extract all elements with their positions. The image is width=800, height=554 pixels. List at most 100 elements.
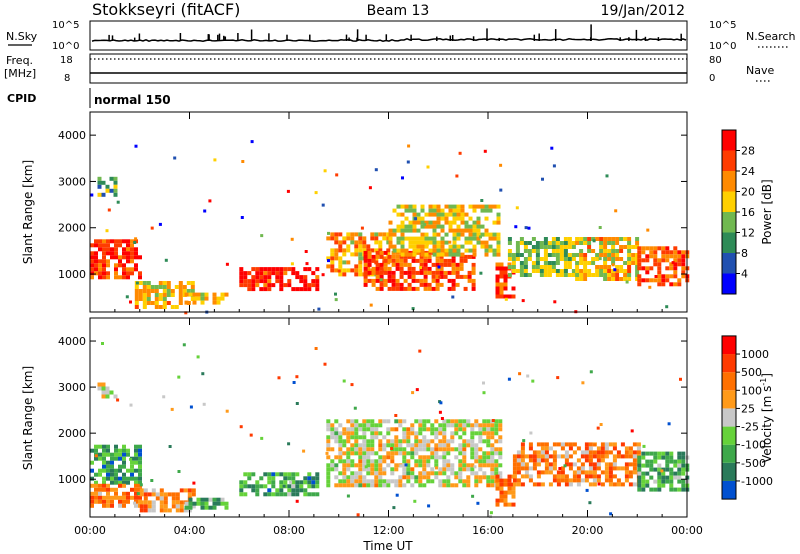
- data-cell: [447, 258, 452, 263]
- data-cell: [378, 455, 383, 460]
- velocity-data-cells: [90, 342, 690, 518]
- data-cell: [496, 232, 501, 237]
- data-cell: [192, 292, 197, 297]
- data-cell: [423, 266, 428, 271]
- data-cell: [334, 435, 339, 440]
- data-cell: [143, 500, 148, 505]
- data-cell: [122, 239, 126, 244]
- freq-left-tick-top: 18: [60, 55, 73, 66]
- data-cell: [113, 188, 118, 193]
- data-cell: [476, 204, 481, 209]
- data-cell: [147, 504, 152, 509]
- data-cell: [472, 252, 477, 257]
- data-cell: [418, 479, 423, 484]
- data-cell: [122, 456, 126, 461]
- data-cell: [523, 273, 528, 277]
- data-cell: [608, 462, 613, 467]
- data-cell: [126, 239, 130, 244]
- data-cell: [657, 266, 662, 271]
- data-cell: [456, 228, 461, 233]
- data-cell: [295, 275, 300, 280]
- data-cell: [350, 240, 355, 245]
- data-cell: [436, 252, 441, 257]
- data-cell: [607, 237, 612, 241]
- data-cell: [255, 283, 260, 288]
- data-cell: [454, 419, 459, 424]
- sparse-cell: [413, 499, 417, 503]
- data-cell: [564, 482, 569, 487]
- data-cell: [134, 448, 138, 453]
- data-cell: [503, 270, 508, 275]
- data-cell: [431, 270, 436, 275]
- data-cell: [386, 455, 391, 460]
- data-cell: [366, 459, 371, 464]
- data-cell: [126, 243, 130, 248]
- data-cell: [110, 255, 114, 260]
- data-cell: [399, 274, 404, 279]
- data-cell: [398, 419, 403, 424]
- data-cell: [576, 474, 581, 479]
- data-cell: [362, 236, 367, 241]
- data-cell: [661, 451, 666, 456]
- data-cell: [151, 492, 156, 497]
- sparse-cell: [201, 372, 205, 376]
- data-cell: [604, 474, 609, 479]
- data-cell: [90, 499, 94, 504]
- data-cell: [134, 444, 138, 449]
- data-cell: [338, 435, 343, 440]
- data-cell: [338, 439, 343, 444]
- sparse-cell: [556, 376, 560, 380]
- data-cell: [431, 274, 436, 279]
- data-cell: [94, 448, 98, 453]
- data-cell: [432, 248, 437, 253]
- data-cell: [442, 423, 447, 428]
- data-cell: [342, 427, 347, 432]
- sparse-cell: [439, 401, 443, 405]
- data-cell: [611, 253, 616, 257]
- data-cell: [338, 232, 343, 237]
- data-cell: [106, 239, 110, 244]
- data-cell: [390, 467, 395, 472]
- data-cell: [374, 232, 379, 237]
- data-cell: [354, 443, 359, 448]
- data-cell: [486, 439, 491, 444]
- data-cell: [146, 301, 151, 305]
- data-cell: [637, 459, 642, 464]
- data-cell: [611, 273, 616, 277]
- data-cell: [399, 258, 404, 263]
- data-cell: [394, 463, 399, 468]
- data-cell: [382, 455, 387, 460]
- data-cell: [559, 269, 564, 273]
- data-cell: [498, 471, 503, 476]
- data-cell: [326, 264, 331, 269]
- data-cell: [607, 249, 612, 253]
- data-cell: [126, 468, 130, 473]
- data-cell: [366, 439, 371, 444]
- data-cell: [184, 501, 189, 506]
- data-cell: [404, 208, 409, 213]
- data-cell: [114, 271, 118, 276]
- data-cell: [134, 476, 138, 481]
- data-cell: [452, 216, 457, 221]
- data-cell: [400, 244, 405, 249]
- data-cell: [163, 500, 168, 505]
- data-cell: [428, 212, 433, 217]
- sparse-cell: [665, 305, 669, 309]
- sparse-cell: [249, 433, 253, 437]
- data-cell: [572, 470, 577, 475]
- data-cell: [444, 252, 449, 257]
- data-cell: [448, 204, 453, 209]
- colorbar-segment: [722, 150, 736, 171]
- data-cell: [611, 269, 616, 273]
- data-cell: [416, 240, 421, 245]
- data-cell: [110, 503, 114, 508]
- data-cell: [564, 462, 569, 467]
- data-cell: [311, 492, 316, 497]
- data-cell: [624, 466, 629, 471]
- data-cell: [358, 232, 363, 237]
- data-cell: [212, 300, 217, 305]
- data-cell: [102, 239, 106, 244]
- data-cell: [138, 495, 142, 500]
- sparse-cell: [415, 388, 419, 392]
- data-cell: [661, 274, 666, 279]
